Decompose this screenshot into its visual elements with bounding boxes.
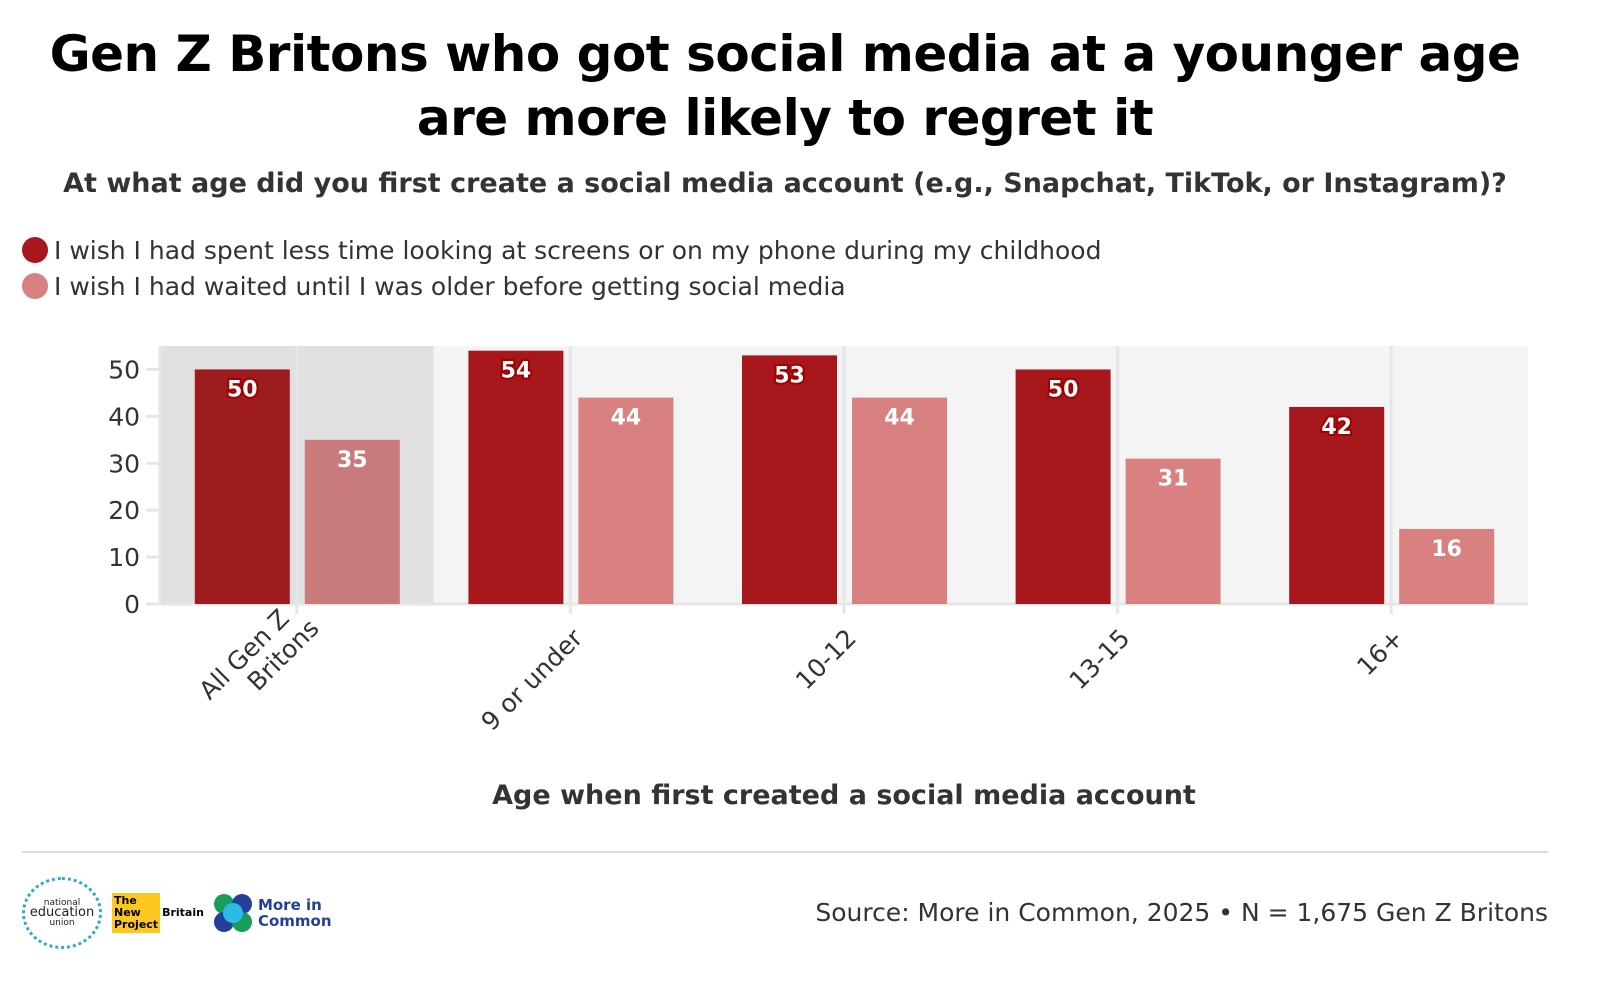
legend-label: I wish I had waited until I was older be… bbox=[54, 271, 846, 301]
x-tick-label: All Gen ZBritons bbox=[193, 594, 324, 725]
bar-2 bbox=[1399, 528, 1495, 604]
data-label: 50 bbox=[1048, 377, 1079, 402]
y-tick-label: 20 bbox=[108, 496, 140, 525]
chart-title: Gen Z Britons who got social media at a … bbox=[49, 25, 1521, 147]
x-tick-label-line: 16+ bbox=[1351, 623, 1409, 681]
clover-icon bbox=[213, 894, 252, 932]
y-tick-label: 30 bbox=[108, 449, 140, 478]
data-label: 44 bbox=[884, 406, 915, 431]
neu-logo: national education union bbox=[22, 877, 102, 949]
legend-item-series1: I wish I had spent less time looking at … bbox=[22, 232, 1101, 268]
bar-1 bbox=[468, 350, 564, 604]
y-tick-label: 50 bbox=[108, 355, 140, 384]
x-axis-title: Age when first created a social media ac… bbox=[492, 780, 1196, 811]
data-label: 35 bbox=[337, 448, 368, 473]
bar-1 bbox=[1015, 369, 1111, 604]
divider bbox=[22, 851, 1548, 853]
bar-2 bbox=[852, 397, 947, 604]
y-tick-label: 40 bbox=[108, 402, 140, 431]
legend-swatch-icon bbox=[22, 237, 48, 263]
legend: I wish I had spent less time looking at … bbox=[22, 232, 1101, 304]
bar-1 bbox=[1289, 406, 1385, 604]
bar-1 bbox=[742, 355, 837, 604]
data-label: 44 bbox=[611, 406, 642, 431]
data-label: 50 bbox=[227, 377, 258, 402]
x-tick-label-line: 13-15 bbox=[1064, 623, 1136, 695]
x-tick-label: 10-12 bbox=[790, 623, 862, 695]
legend-swatch-icon bbox=[22, 273, 48, 299]
more-in-common-logo: More in Common bbox=[213, 894, 332, 932]
data-label: 42 bbox=[1321, 415, 1352, 440]
x-tick-label: 9 or under bbox=[475, 623, 588, 736]
x-tick-label: 13-15 bbox=[1064, 623, 1136, 695]
bar-2 bbox=[1125, 458, 1221, 604]
data-label: 54 bbox=[501, 359, 532, 384]
source-note: Source: More in Common, 2025 • N = 1,675… bbox=[815, 898, 1548, 927]
logos: national education union The New Project Brit… bbox=[22, 877, 332, 949]
legend-item-series2: I wish I had waited until I was older be… bbox=[22, 268, 1101, 304]
legend-label: I wish I had spent less time looking at … bbox=[54, 235, 1102, 265]
bar-chart: 0 10 20 30 40 50 50 54 53 50 42 35 44 44 31 16 All Gen Z… bbox=[108, 346, 1528, 811]
y-tick-label: 10 bbox=[108, 543, 140, 572]
new-britain-project-logo: The New Project Britain bbox=[112, 893, 204, 933]
data-label: 31 bbox=[1158, 467, 1189, 492]
bar-2 bbox=[304, 439, 400, 604]
x-tick-label-line: 10-12 bbox=[790, 623, 862, 695]
data-label: 53 bbox=[774, 363, 805, 388]
data-label: 16 bbox=[1431, 537, 1462, 562]
chart-subtitle: At what age did you first create a socia… bbox=[63, 168, 1507, 199]
x-tick-label-line: 9 or under bbox=[475, 623, 588, 736]
x-tick-label: 16+ bbox=[1351, 623, 1409, 681]
bar-1 bbox=[194, 369, 290, 604]
bar-2 bbox=[578, 397, 674, 604]
y-tick-label: 0 bbox=[124, 590, 140, 619]
